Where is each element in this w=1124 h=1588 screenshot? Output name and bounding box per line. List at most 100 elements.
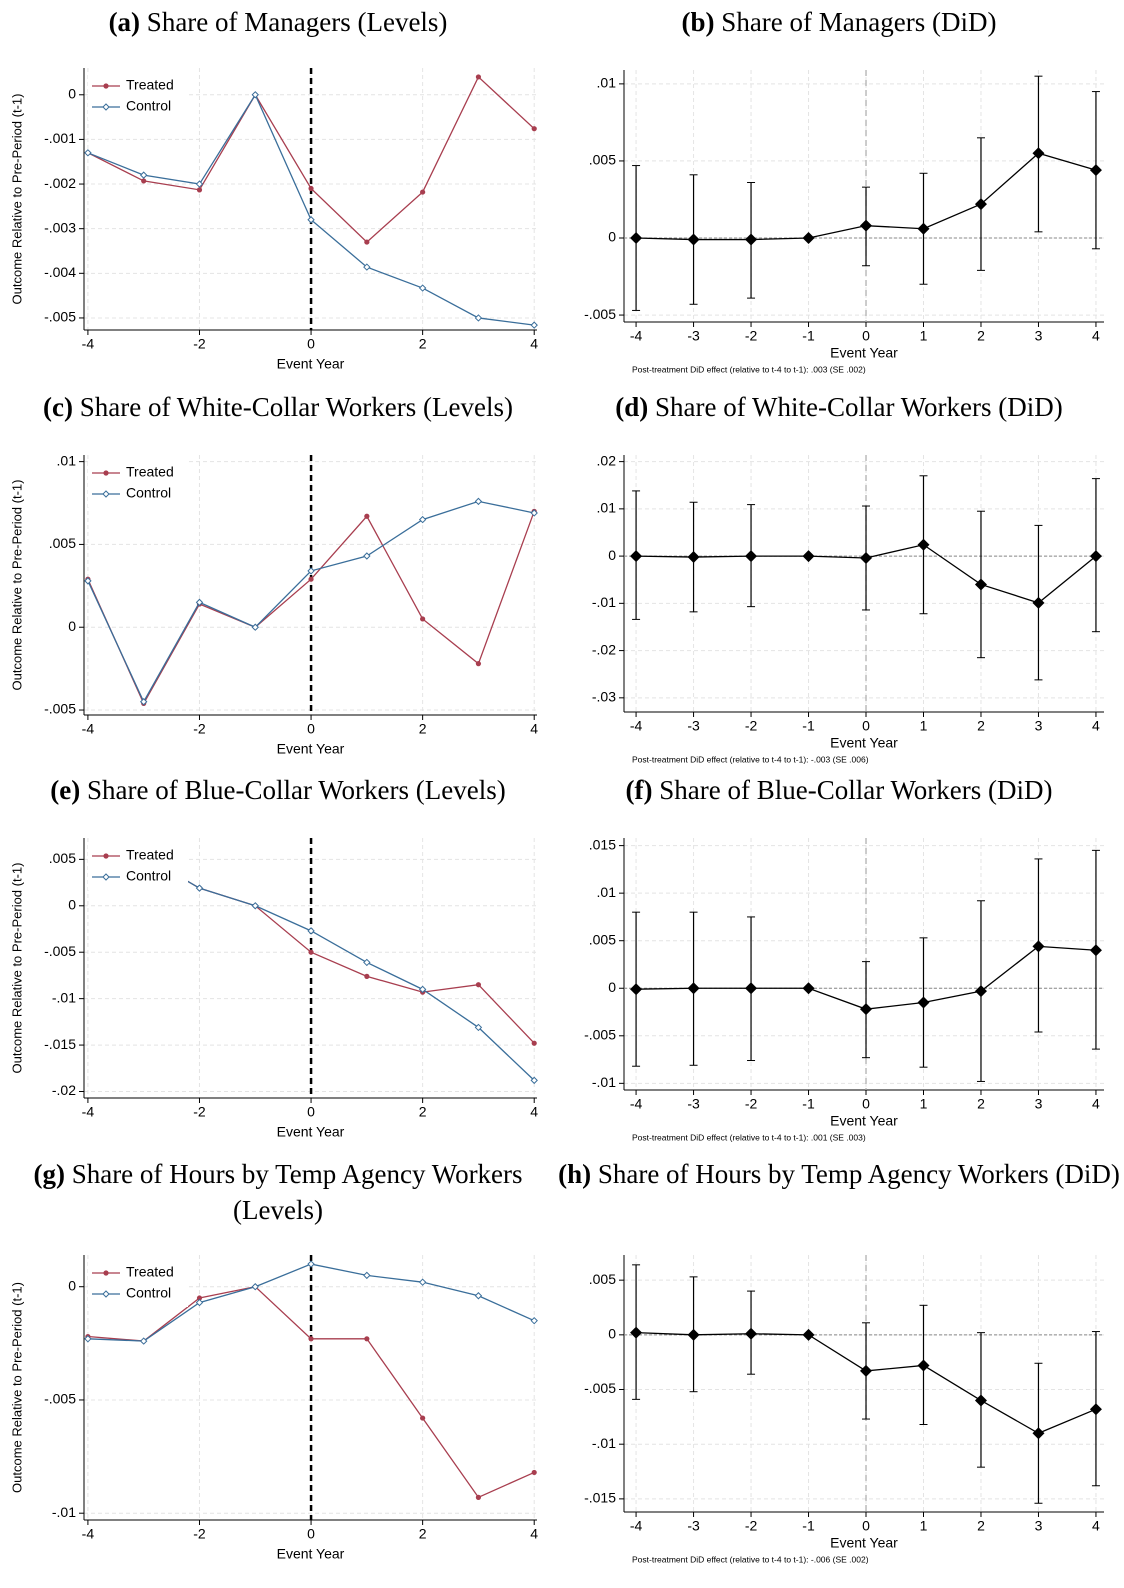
point: [195, 598, 204, 607]
y-tick-label: .005: [49, 850, 76, 866]
point: [195, 1298, 204, 1307]
note: Post-treatment DiD effect (relative to t…: [632, 1554, 869, 1564]
point: [802, 982, 815, 995]
point: [860, 219, 873, 232]
point: [141, 178, 147, 184]
x-tick-label: -4: [82, 1104, 95, 1120]
point: [802, 1328, 815, 1341]
x-tick-label: 0: [307, 1104, 315, 1120]
y-tick-label: .01: [597, 75, 617, 91]
point: [630, 232, 643, 244]
x-tick-label: -2: [193, 336, 206, 352]
x-tick-label: -4: [82, 721, 95, 737]
point: [917, 538, 930, 551]
x-tick-label: -4: [630, 1518, 643, 1534]
panel: -.01 -.005 0 -4 -2 0 2 4 Event Year Outcome Relat…: [9, 1255, 538, 1562]
y-tick-label: -.01: [52, 989, 76, 1005]
point: [1032, 940, 1045, 953]
point: [530, 321, 538, 329]
point: [307, 216, 315, 224]
y-tick-label: -.005: [44, 1391, 76, 1407]
chart-title: (c) Share of White-Collar Workers (Level…: [0, 389, 556, 425]
point: [802, 232, 815, 244]
x-tick-label: -1: [802, 1096, 815, 1112]
y-tick-label: -.015: [584, 1490, 616, 1506]
x-tick-label: -2: [193, 1104, 206, 1120]
y-tick-label: -.002: [44, 175, 76, 191]
note: Post-treatment DiD effect (relative to t…: [632, 364, 866, 374]
point: [364, 513, 370, 519]
point: [418, 985, 427, 994]
point: [475, 661, 482, 667]
y-tick-label: -.005: [584, 1026, 616, 1042]
point: [308, 949, 314, 955]
x-tick-label: 0: [307, 721, 315, 737]
x-tick-label: -4: [630, 328, 643, 344]
point: [84, 149, 92, 157]
x-tick-label: -2: [745, 1518, 758, 1534]
point: [860, 551, 873, 564]
x-tick-label: 2: [977, 1096, 985, 1112]
x-tick-label: 2: [977, 718, 985, 734]
chart-title: (h) Share of Hours by Temp Agency Worker…: [556, 1156, 1122, 1192]
x-tick-label: 0: [862, 328, 870, 344]
y-tick-label: -.01: [592, 1074, 616, 1090]
point: [308, 185, 314, 192]
chart-title: (d) Share of White-Collar Workers (DiD): [556, 389, 1122, 425]
y-tick-label: .005: [49, 535, 76, 551]
point: [630, 983, 643, 996]
point: [687, 233, 700, 246]
point: [860, 1003, 873, 1016]
x-tick-label: -4: [630, 1096, 643, 1112]
x-tick-label: -1: [802, 1518, 815, 1534]
x-tick-label: -2: [745, 1096, 758, 1112]
legend-label: Control: [126, 868, 171, 884]
x-tick-label: 0: [862, 1518, 870, 1534]
point: [251, 902, 259, 910]
point: [420, 1415, 426, 1421]
point: [307, 1260, 315, 1268]
point: [251, 1283, 259, 1291]
legend-label: Control: [126, 1285, 171, 1301]
y-tick-label: -.03: [592, 689, 616, 705]
y-tick-label: -.02: [592, 641, 616, 657]
y-tick-label: .015: [589, 836, 616, 852]
point: [307, 927, 315, 935]
legend-marker: [103, 470, 109, 476]
x-tick-label: 2: [419, 336, 427, 352]
legend-box: [88, 461, 188, 507]
x-tick-label: 2: [977, 328, 985, 344]
point: [974, 1394, 987, 1407]
y-tick-label: -.01: [52, 1504, 76, 1520]
point: [474, 1023, 483, 1032]
x-tick-label: 1: [920, 1518, 928, 1534]
title-text: Share of Hours by Temp Agency Workers (D…: [597, 1159, 1120, 1189]
legend-label: Control: [126, 485, 171, 501]
title-label: (h): [558, 1159, 592, 1189]
title-text: Share of Blue-Collar Workers (Levels): [87, 775, 506, 805]
note: Post-treatment DiD effect (relative to t…: [632, 1132, 866, 1142]
x-axis-label: Event Year: [830, 1113, 898, 1129]
x-axis-label: Event Year: [830, 345, 898, 361]
title-label: (c): [43, 392, 74, 422]
legend-box: [88, 1261, 188, 1307]
y-axis-label: Outcome Relative to Pre-Period (t-1): [9, 480, 24, 691]
legend-marker: [103, 853, 109, 859]
y-tick-label: -.02: [52, 1082, 76, 1098]
point: [687, 982, 700, 995]
y-tick-label: -.003: [44, 219, 76, 235]
x-tick-label: -2: [745, 328, 758, 344]
y-tick-label: .01: [57, 452, 77, 468]
panel: -.01 -.005 0 .005 .01 .015 -4 -3 -2 -1 0 1 2 3 4 Event …: [584, 836, 1104, 1142]
point: [860, 1364, 873, 1377]
series-line: [143, 855, 535, 1081]
point: [195, 180, 204, 188]
title-text: Share of Blue-Collar Workers (DiD): [659, 775, 1053, 805]
point: [308, 576, 314, 582]
point: [630, 550, 643, 563]
x-tick-label: -4: [82, 1526, 95, 1542]
x-tick-label: -3: [687, 328, 700, 344]
point: [745, 1327, 758, 1340]
legend-marker: [102, 103, 110, 111]
point: [531, 126, 537, 132]
